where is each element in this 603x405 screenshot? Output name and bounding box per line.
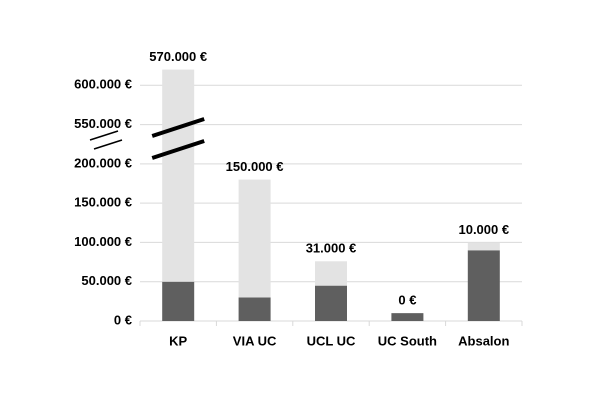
bar-segment [315, 285, 347, 321]
y-tick-label: 200.000 € [74, 155, 132, 170]
x-tick-label: VIA UC [233, 333, 277, 348]
x-tick-label: UCL UC [307, 333, 356, 348]
bar-segment [315, 261, 347, 286]
x-tick-label: Absalon [458, 333, 509, 348]
x-tick-label: UC South [378, 333, 437, 348]
bar-segment [238, 297, 271, 321]
bar-segment [162, 69, 195, 282]
data-label: 0 € [398, 293, 416, 308]
bar-segment [238, 179, 271, 298]
x-tick-label: KP [169, 333, 187, 348]
bar-break-mark [151, 117, 205, 138]
data-label: 31.000 € [306, 241, 357, 256]
y-tick-label: 100.000 € [74, 234, 132, 249]
y-tick-label: 0 € [114, 312, 132, 327]
bar-segment [467, 250, 500, 321]
bar-segment [391, 313, 424, 321]
axis-break-marks [89, 130, 123, 150]
y-tick-label: 600.000 € [74, 77, 132, 92]
data-label: 150.000 € [226, 159, 284, 174]
y-tick-label: 50.000 € [81, 273, 132, 288]
bar-segment [467, 242, 500, 251]
axis-break-mark [89, 130, 119, 141]
bar-break-mark [151, 139, 205, 160]
y-tick-label: 550.000 € [74, 116, 132, 131]
data-label: 570.000 € [149, 49, 207, 64]
y-tick-label: 150.000 € [74, 195, 132, 210]
axis-break-mark [93, 139, 123, 150]
bar-segment [162, 281, 195, 321]
data-label: 10.000 € [458, 222, 509, 237]
